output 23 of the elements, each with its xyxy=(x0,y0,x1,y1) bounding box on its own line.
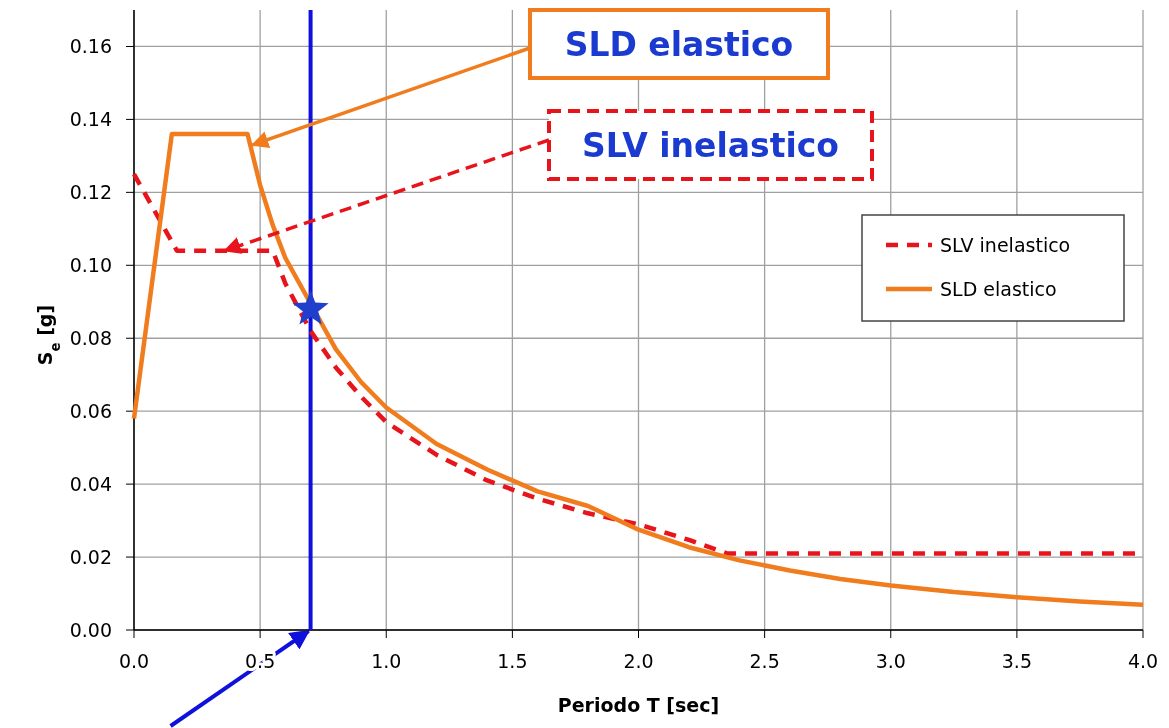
legend-label: SLV inelastico xyxy=(940,233,1071,256)
y-tick-label: 0.00 xyxy=(69,618,112,641)
annotation: SLV inelastico xyxy=(581,125,840,165)
y-tick-label: 0.14 xyxy=(69,108,112,131)
y-tick-label: 0.06 xyxy=(69,399,112,422)
line-series xyxy=(131,131,1146,608)
annotation: SLD elastico xyxy=(564,24,794,64)
x-tick-label: 4.0 xyxy=(1127,650,1159,672)
x-tick-label: 1.0 xyxy=(371,650,402,672)
y-tick-label: 0.10 xyxy=(69,253,112,276)
y-tick-label: 0.16 xyxy=(69,35,112,58)
x-axis-title: Periodo T [sec] xyxy=(557,694,720,716)
x-tick-label: 2.0 xyxy=(623,650,654,672)
legend-label: SLD elastico xyxy=(940,277,1057,300)
y-tick-label: 0.08 xyxy=(69,326,112,349)
x-tick-label: 3.5 xyxy=(1001,650,1032,672)
y-tick-label: 0.02 xyxy=(69,545,112,568)
x-tick-label: 1.5 xyxy=(497,650,528,672)
y-tick-label: 0.12 xyxy=(69,181,112,203)
x-tick-label: 0.0 xyxy=(118,650,150,672)
x-tick-label: 2.5 xyxy=(749,650,780,672)
x-tick-label: 3.0 xyxy=(875,650,906,672)
y-tick-label: 0.04 xyxy=(69,472,112,495)
